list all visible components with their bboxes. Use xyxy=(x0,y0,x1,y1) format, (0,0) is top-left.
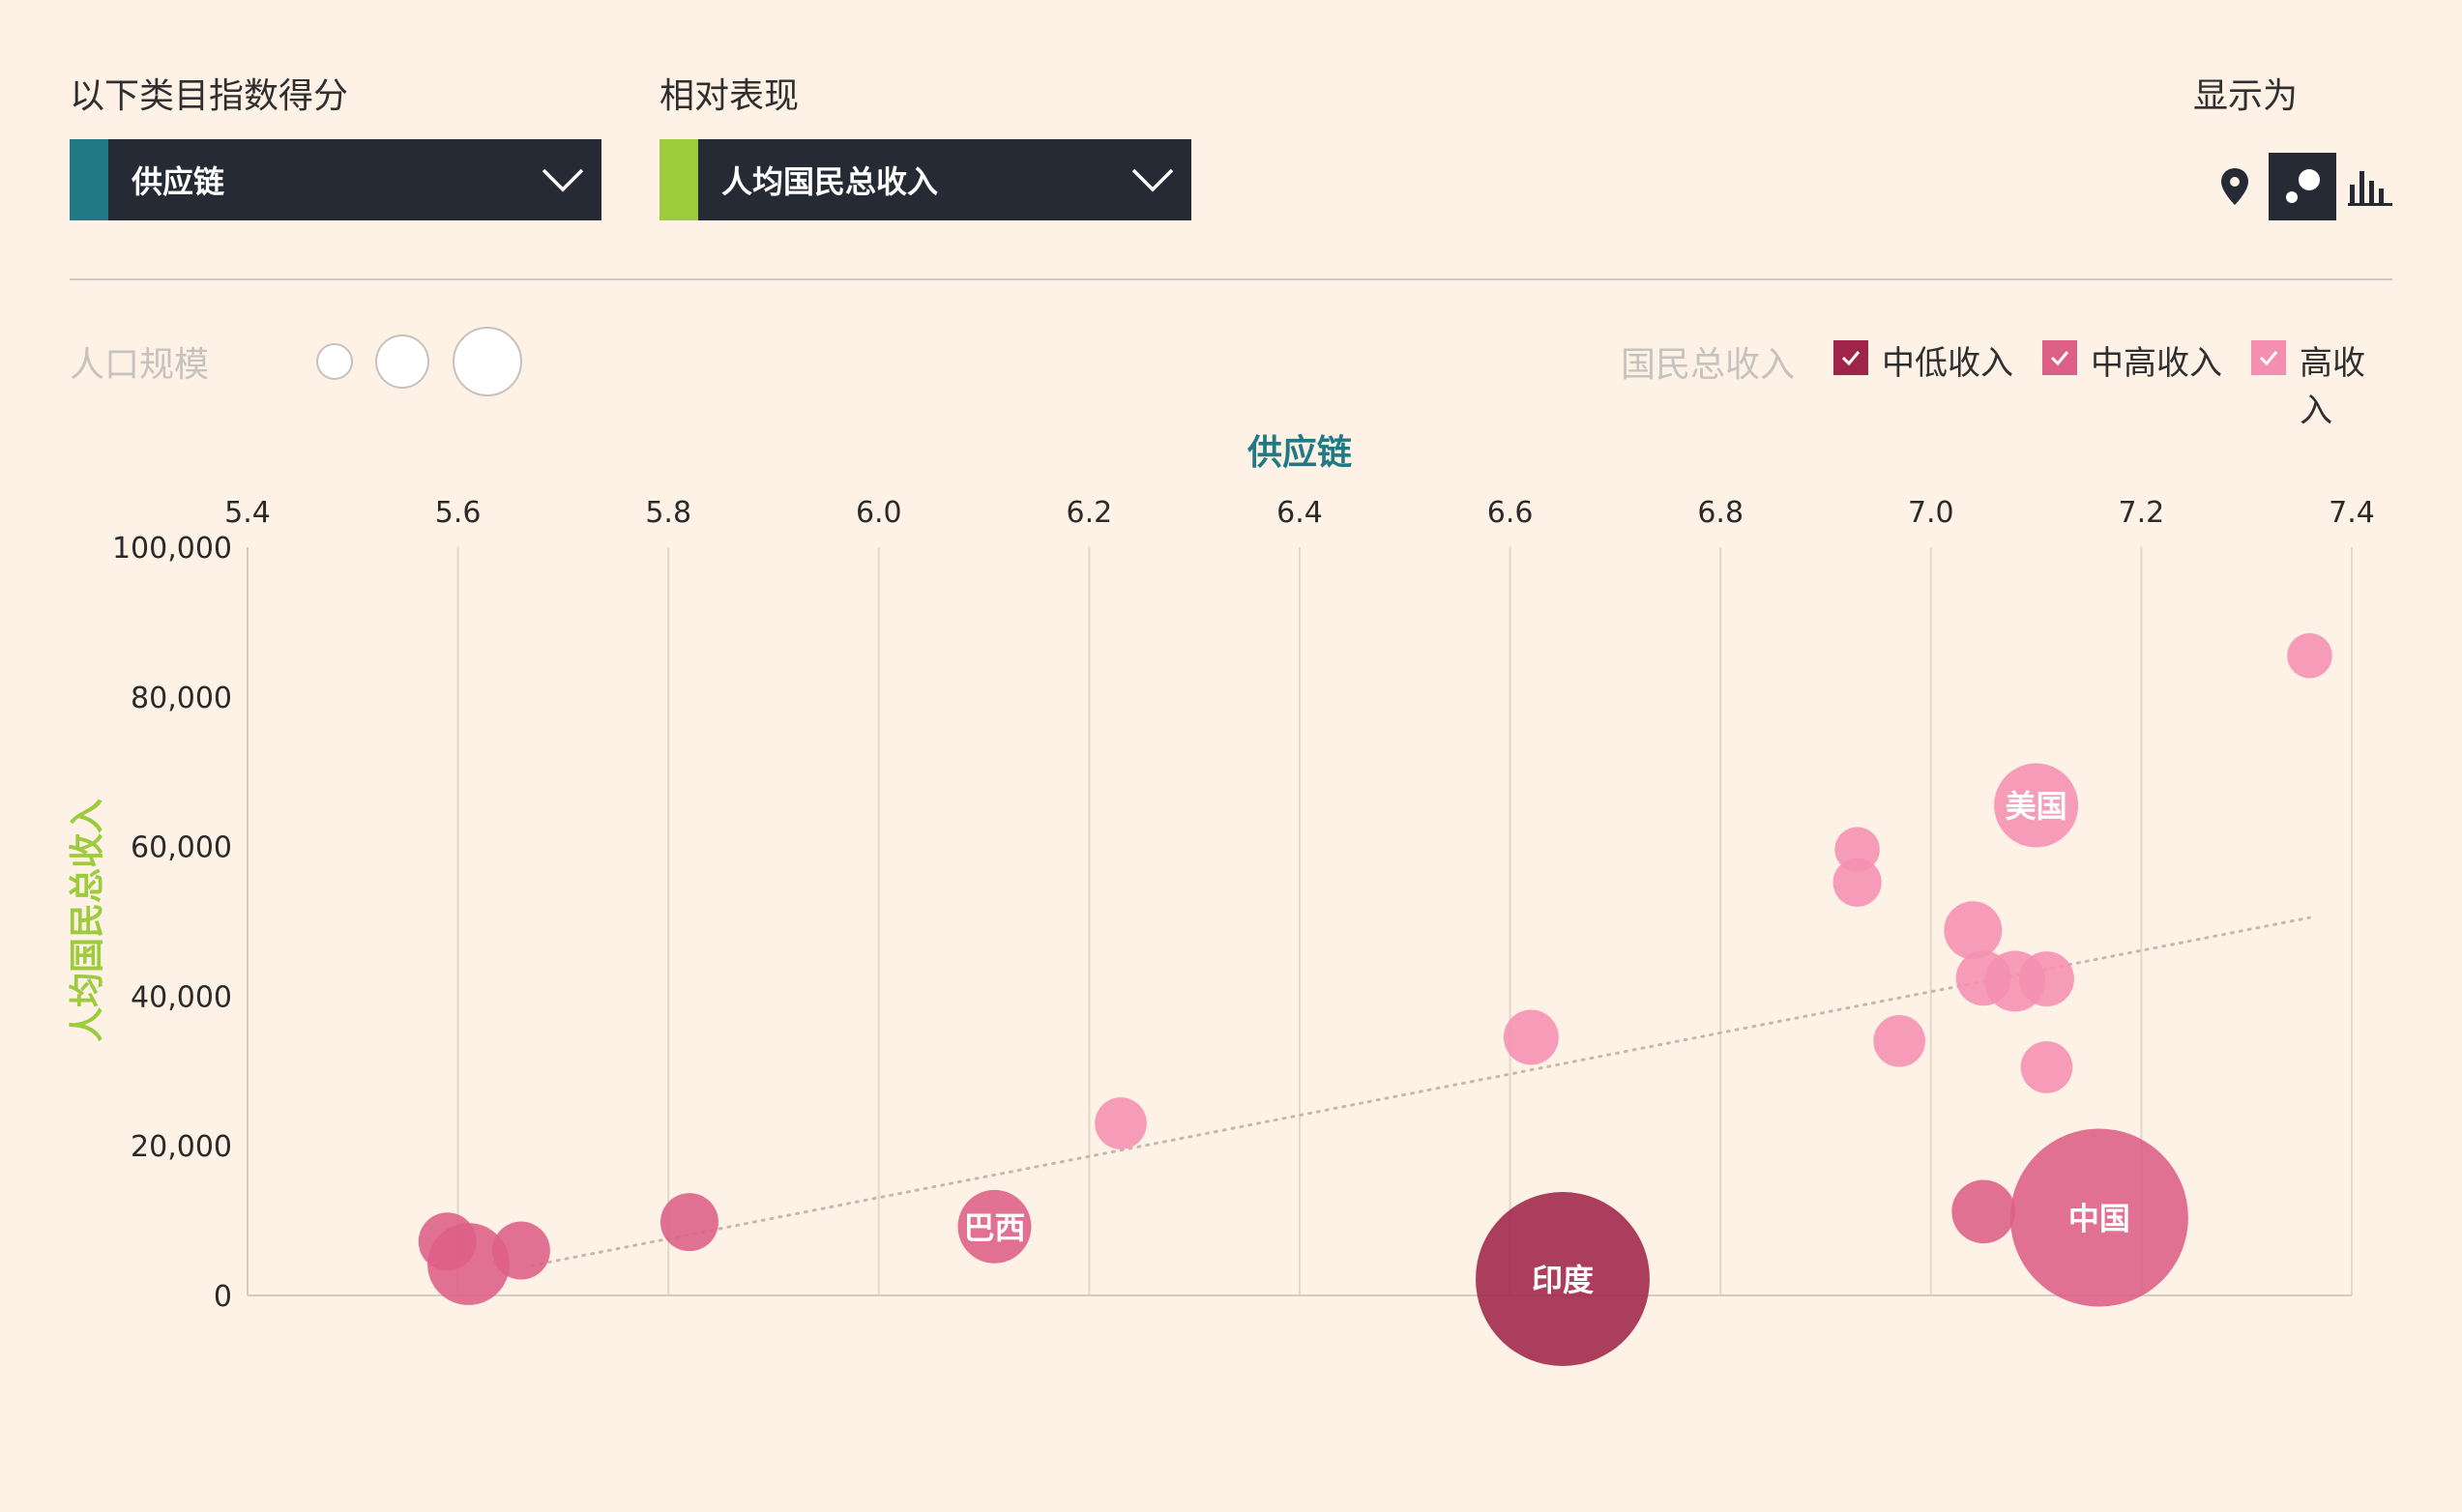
x-tick-label: 7.2 xyxy=(2119,496,2165,530)
chevron-down-icon[interactable] xyxy=(1114,139,1191,220)
legend-checkbox-high[interactable] xyxy=(2251,340,2286,375)
legend-label-lower-middle: 中低收入 xyxy=(1882,344,2013,383)
legend-checkbox-lower-middle[interactable] xyxy=(1833,340,1868,375)
x-tick-label: 5.6 xyxy=(435,496,482,530)
bubble-point xyxy=(491,1221,550,1280)
bubble-point xyxy=(1873,1015,1925,1067)
bubble-point xyxy=(957,1189,1032,1264)
chevron-down-icon[interactable] xyxy=(524,139,601,220)
legend-checkbox-upper-middle[interactable] xyxy=(2042,340,2077,375)
bubble-point xyxy=(1834,827,1880,872)
legend-label-upper-middle: 中高收入 xyxy=(2091,344,2222,383)
relative-accent xyxy=(659,139,698,220)
x-tick-label: 5.4 xyxy=(224,496,271,530)
bubble-point xyxy=(1503,1009,1559,1065)
population-size-legend xyxy=(316,327,522,396)
bubble-label: 巴西 xyxy=(963,1209,1025,1246)
y-tick-label: 80,000 xyxy=(131,682,232,715)
x-tick-label: 7.0 xyxy=(1908,496,1954,530)
legend-label-high: 高收入 xyxy=(2300,344,2365,430)
bubble-chart-icon[interactable] xyxy=(2269,153,2336,220)
bubble-point xyxy=(1095,1097,1147,1149)
y-tick-label: 20,000 xyxy=(131,1130,232,1164)
bubble-label: 印度 xyxy=(1532,1262,1594,1298)
divider xyxy=(70,278,2392,280)
legend-row: 人口规模 国民总收入 中低收入 中高收入 高收入 xyxy=(70,327,2392,430)
bubble-point xyxy=(1955,950,2011,1006)
y-tick-label: 40,000 xyxy=(131,980,232,1014)
relative-label: 相对表现 xyxy=(659,76,800,116)
bubble-point xyxy=(659,1193,718,1252)
display-label: 显示为 xyxy=(2193,76,2299,116)
x-axis-title: 供应链 xyxy=(1247,433,1352,473)
trendline xyxy=(530,916,2311,1267)
bubble-point xyxy=(418,1212,477,1271)
y-tick-label: 0 xyxy=(214,1280,232,1314)
bubble-point xyxy=(2019,951,2074,1007)
x-tick-label: 5.8 xyxy=(645,496,691,530)
x-tick-label: 6.6 xyxy=(1487,496,1534,530)
y-axis-title: 人均国民总收入 xyxy=(68,799,107,1042)
bubble-point xyxy=(1832,858,1882,907)
category-accent xyxy=(70,139,108,220)
category-select[interactable]: 供应链 xyxy=(70,139,601,220)
trend-layer xyxy=(530,916,2311,1267)
y-tick-label: 100,000 xyxy=(112,532,232,566)
bubble-label: 美国 xyxy=(2006,788,2067,825)
bubble-point xyxy=(1944,901,2003,960)
bubble-point xyxy=(1994,763,2079,848)
bar-chart-icon[interactable] xyxy=(2336,153,2404,220)
x-tick-label: 7.4 xyxy=(2329,496,2375,530)
x-tick-label: 6.0 xyxy=(856,496,902,530)
x-tick-label: 6.4 xyxy=(1276,496,1323,530)
population-size-label: 人口规模 xyxy=(70,345,210,385)
bubble-point xyxy=(1951,1179,2016,1244)
relative-select[interactable]: 人均国民总收入 xyxy=(659,139,1191,220)
view-switcher xyxy=(2201,153,2404,220)
y-tick-label: 60,000 xyxy=(131,831,232,865)
bubble-layer xyxy=(418,632,2332,1366)
x-tick-label: 6.2 xyxy=(1067,496,1113,530)
category-label: 以下类目指数得分 xyxy=(70,76,349,116)
axis-layer: 5.4 5.6 5.8 6.0 6.2 6.4 6.6 6.8 7.0 7.2 7.4 0 20,000… xyxy=(112,496,2375,1314)
bubble-point xyxy=(2020,1041,2073,1093)
map-pin-icon[interactable] xyxy=(2201,153,2269,220)
gni-label: 国民总收入 xyxy=(1621,345,1796,385)
bubble-point xyxy=(2287,632,2332,679)
bubble-point xyxy=(1476,1191,1650,1366)
category-select-value: 供应链 xyxy=(132,163,225,200)
bubble-label: 中国 xyxy=(2068,1201,2130,1237)
bubble-point xyxy=(2009,1128,2188,1307)
relative-select-value: 人均国民总收入 xyxy=(721,163,939,200)
x-tick-label: 6.8 xyxy=(1697,496,1744,530)
grid-layer xyxy=(247,547,2353,1295)
